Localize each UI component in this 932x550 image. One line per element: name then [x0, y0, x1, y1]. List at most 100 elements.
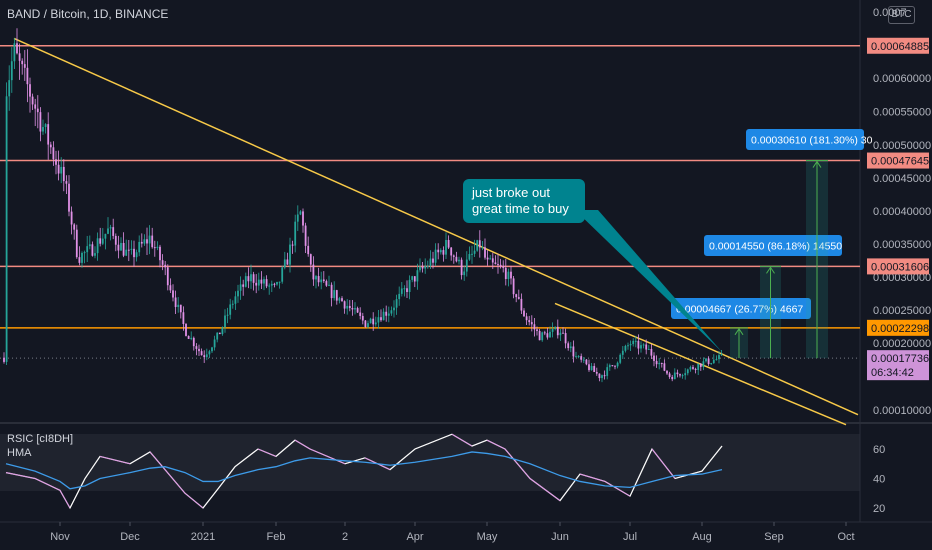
candle-body [455, 256, 458, 262]
candle [497, 253, 499, 274]
candle [426, 260, 429, 269]
rsi-segment [275, 439, 296, 457]
candle [39, 107, 42, 142]
candle [593, 363, 596, 373]
candle [312, 256, 315, 286]
candle [588, 359, 590, 372]
candle [140, 233, 143, 248]
candle-body [367, 323, 369, 328]
candle [640, 341, 642, 353]
candle [231, 300, 234, 309]
candle-body [312, 264, 315, 280]
candle-body [276, 281, 278, 285]
rsi-segment [5, 472, 36, 480]
candle-body [185, 323, 187, 336]
price-tag-2[interactable]: 0.00047645 [867, 152, 929, 169]
last-price-tag[interactable]: 0.00017736 06:34:42 [867, 350, 929, 381]
candle-body [437, 249, 440, 253]
candle [44, 123, 47, 134]
candle [632, 338, 635, 347]
candle-body [502, 266, 505, 268]
candle [694, 367, 697, 374]
x-tick-label-10: Aug [692, 531, 712, 543]
candle-body [203, 355, 206, 358]
candle [242, 279, 245, 296]
candle [229, 298, 232, 320]
currency-button[interactable]: BTC [888, 6, 915, 24]
annotation-box[interactable] [463, 179, 585, 223]
candle [520, 293, 523, 315]
rsi-segment [651, 448, 676, 479]
annotation-line-1: just broke out [471, 185, 550, 200]
candle-body [307, 245, 310, 255]
candle-body [309, 254, 312, 265]
candle-body [99, 238, 102, 244]
candle [686, 368, 689, 376]
candle-body [125, 249, 128, 256]
candle [182, 306, 185, 331]
candle-body [252, 274, 255, 283]
candle-body [117, 244, 120, 251]
candle-body [213, 339, 216, 348]
candle-body [239, 284, 242, 291]
candle-body [608, 365, 611, 368]
candle-body [640, 345, 642, 349]
candle-body [343, 301, 346, 309]
candle-body [133, 248, 135, 258]
candle [653, 352, 655, 367]
annotation-line-2: great time to buy [472, 201, 569, 216]
candle [104, 233, 107, 250]
candle-body [346, 305, 349, 309]
candle [296, 205, 299, 231]
measure-3[interactable]: 0.00030610 (181.30%) 30 [746, 129, 873, 359]
candle-body [18, 53, 21, 61]
candle-body [720, 354, 723, 356]
candle-body [434, 249, 437, 263]
price-tag-bg [867, 319, 929, 336]
candle [484, 238, 486, 260]
candle-body [450, 247, 453, 256]
candle [616, 361, 619, 369]
candle-body [650, 348, 653, 356]
rsi-segment [234, 448, 259, 468]
measure-1[interactable]: 0.00004667 (26.77%) 4667 [671, 298, 811, 359]
candle [166, 264, 169, 291]
candle [465, 251, 468, 277]
rsi-segment [471, 439, 488, 447]
candle [400, 282, 403, 297]
candle-body [270, 283, 273, 286]
candle [265, 275, 268, 289]
candle [289, 237, 291, 273]
candle-body [29, 84, 31, 97]
candle [205, 348, 208, 361]
price-tag-label: 0.00047645 [871, 156, 929, 168]
candle [489, 255, 492, 260]
price-tag-1[interactable]: 0.00064885 [867, 37, 929, 54]
candle-body [369, 318, 372, 324]
candle-body [684, 373, 687, 376]
candle-body [445, 239, 447, 255]
candle [666, 370, 668, 376]
measure-2[interactable]: 0.00014550 (86.18%) 14550 [704, 235, 842, 359]
candle-body [585, 359, 588, 365]
trendline-main[interactable] [13, 37, 859, 416]
candle-body [283, 259, 286, 268]
candle-body [359, 312, 362, 316]
candle [117, 235, 120, 259]
candle-body [458, 259, 460, 262]
candle-body [47, 124, 50, 145]
candle-body [619, 354, 622, 363]
candle [195, 343, 198, 356]
candle-body [588, 364, 590, 371]
candle [156, 241, 159, 251]
candle-body [216, 332, 219, 340]
price-tag-4[interactable]: 0.00022298 [867, 319, 929, 336]
candle-body [192, 337, 195, 347]
price-tag-3[interactable]: 0.00031606 [867, 258, 929, 275]
hma-line[interactable] [5, 451, 723, 490]
candle-body [463, 271, 466, 276]
candle-body [130, 248, 133, 250]
candle-body [179, 304, 182, 313]
candle [268, 283, 271, 295]
